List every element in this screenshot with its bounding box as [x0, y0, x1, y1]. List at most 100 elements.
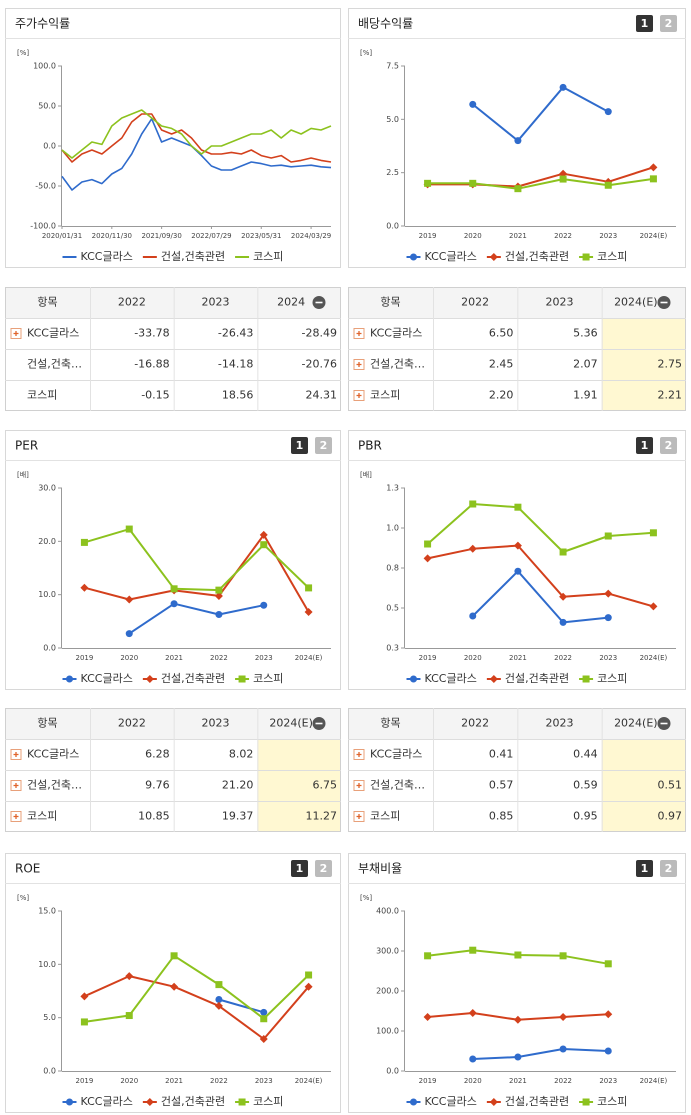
point — [215, 996, 223, 1004]
expand-plus[interactable] — [356, 362, 362, 367]
tab-label[interactable]: 2 — [665, 862, 673, 875]
point — [559, 83, 567, 91]
cell-value: 0.95 — [573, 810, 598, 823]
point — [559, 618, 567, 626]
y-tick-label: 30.0 — [38, 484, 56, 493]
point — [305, 584, 313, 592]
expand-plus[interactable] — [356, 814, 362, 819]
tab-label[interactable]: 2 — [320, 439, 328, 452]
point — [489, 253, 498, 261]
point — [469, 179, 477, 187]
x-tick-label: 2022 — [554, 1077, 572, 1085]
tab-button[interactable] — [636, 860, 653, 877]
series-line — [472, 1048, 609, 1060]
x-tick-label: 2022 — [210, 654, 228, 662]
tab-button[interactable] — [660, 15, 677, 32]
x-tick-label: 2024(E) — [640, 654, 668, 662]
column-header: 항목 — [37, 296, 57, 309]
y-tick-label: 20.0 — [38, 537, 56, 546]
y-tick-label: 100.0 — [33, 62, 56, 71]
point — [423, 1013, 432, 1021]
point — [559, 175, 567, 183]
column-header: 2024 — [277, 296, 305, 309]
legend-label: 건설,건축관련 — [161, 250, 225, 263]
point — [170, 952, 178, 960]
chart-title: 부채비율 — [358, 862, 402, 876]
legend-label: 코스피 — [597, 672, 627, 685]
cell-value: 6.75 — [313, 779, 338, 792]
y-tick-label: 0.0 — [386, 222, 399, 231]
column-header: 2023 — [546, 717, 574, 730]
tab-label[interactable]: 1 — [296, 439, 304, 452]
tab-button[interactable] — [636, 15, 653, 32]
x-tick-label: 2022 — [210, 1077, 228, 1085]
point — [170, 982, 179, 991]
point — [559, 1013, 568, 1021]
y-tick-label: 0.3 — [386, 644, 399, 653]
tab-label[interactable]: 1 — [641, 17, 649, 30]
tab-label[interactable]: 2 — [320, 862, 328, 875]
chart-title: 주가수익률 — [15, 17, 70, 31]
tab-button[interactable] — [660, 437, 677, 454]
point — [604, 589, 613, 598]
series-line — [128, 602, 265, 635]
point — [424, 179, 432, 187]
expand-plus[interactable] — [13, 752, 19, 757]
table-header-bg — [348, 287, 686, 318]
point — [582, 675, 590, 683]
tab-button[interactable] — [291, 860, 308, 877]
legend-label: 건설,건축관련 — [505, 672, 569, 685]
point — [468, 544, 477, 553]
point — [514, 185, 522, 193]
x-tick-label: 2020 — [120, 1077, 138, 1085]
point — [125, 972, 134, 981]
point — [559, 548, 567, 556]
expand-plus[interactable] — [13, 331, 19, 336]
legend-label: 코스피 — [597, 250, 627, 263]
point — [604, 960, 612, 968]
legend-label: KCC글라스 — [81, 672, 133, 685]
y-tick-label: 7.5 — [386, 62, 399, 71]
column-header: 항목 — [380, 717, 400, 730]
tab-label[interactable]: 1 — [296, 862, 304, 875]
cell-value: 0.59 — [573, 779, 598, 792]
legend: KCC글라스 건설,건축관련 코스피 — [406, 672, 627, 685]
tab-button[interactable] — [291, 437, 308, 454]
legend-label: KCC글라스 — [425, 672, 477, 685]
point — [649, 175, 657, 183]
tab-button[interactable] — [660, 860, 677, 877]
tab-button[interactable] — [315, 437, 332, 454]
x-tick-label: 2024(E) — [295, 654, 323, 662]
tab-button[interactable] — [636, 437, 653, 454]
x-tick-label: 2021 — [165, 1077, 183, 1085]
expand-plus[interactable] — [356, 783, 362, 788]
cell-value: 0.44 — [573, 748, 598, 761]
point — [469, 100, 477, 108]
point — [469, 946, 477, 954]
tab-button[interactable] — [315, 860, 332, 877]
point — [604, 532, 612, 540]
chart-title: PBR — [358, 439, 382, 453]
point — [559, 952, 567, 960]
point — [145, 1098, 154, 1106]
tab-label[interactable]: 2 — [665, 17, 673, 30]
expand-plus[interactable] — [356, 393, 362, 398]
expand-plus[interactable] — [356, 331, 362, 336]
point — [214, 1001, 223, 1010]
legend-label: KCC글라스 — [81, 250, 133, 263]
expand-plus[interactable] — [356, 752, 362, 757]
x-tick-label: 2020 — [464, 654, 482, 662]
column-header: 2024(E) — [269, 717, 313, 730]
tab-label[interactable]: 1 — [641, 862, 649, 875]
tab-label[interactable]: 2 — [665, 439, 673, 452]
tab-label[interactable]: 1 — [641, 439, 649, 452]
expand-plus[interactable] — [13, 814, 19, 819]
point — [604, 108, 612, 116]
point — [305, 971, 313, 979]
chart-panel: PER 1 2 [배] 0.0 10.0 20.0 30.0 2019 2020 2021 2022 2… — [5, 430, 341, 690]
expand-plus[interactable] — [13, 783, 19, 788]
point — [604, 1047, 612, 1055]
x-tick-label: 2021 — [509, 1077, 527, 1085]
row-name: KCC글라스 — [370, 327, 422, 340]
x-tick-label: 2021 — [509, 232, 527, 240]
